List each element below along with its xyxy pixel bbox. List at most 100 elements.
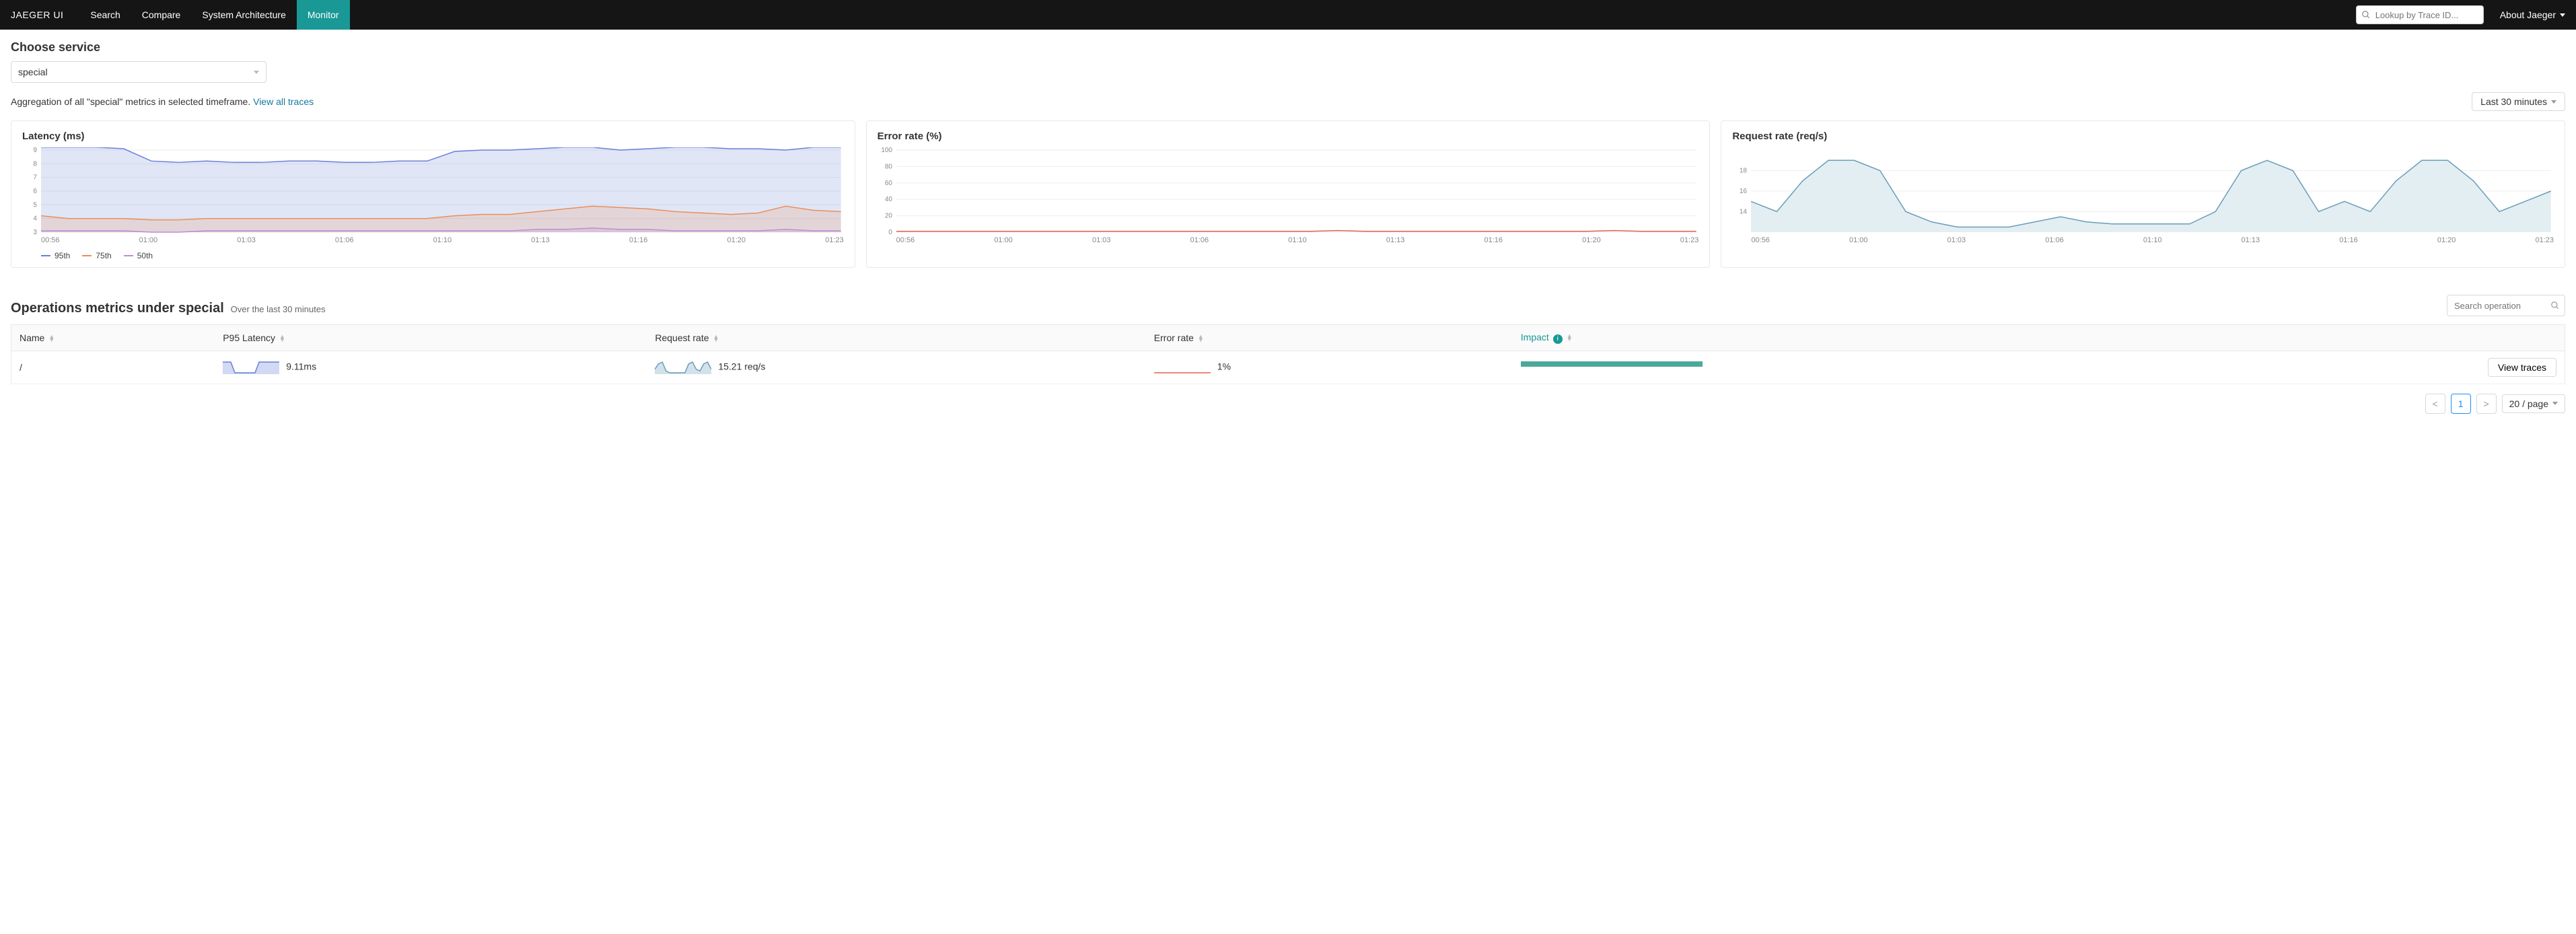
trace-lookup-input[interactable] — [2356, 5, 2484, 24]
svg-text:0: 0 — [888, 229, 892, 235]
x-tick: 01:20 — [1582, 236, 1601, 244]
req-cell: 15.21 req/s — [647, 351, 1145, 384]
service-select-value: special — [18, 67, 48, 77]
svg-text:60: 60 — [885, 180, 893, 187]
next-page-button[interactable]: > — [2476, 394, 2497, 414]
legend-swatch — [82, 255, 92, 256]
svg-text:6: 6 — [33, 188, 37, 195]
x-tick: 01:03 — [237, 236, 256, 244]
nav-item-search[interactable]: Search — [79, 0, 131, 30]
x-tick: 01:00 — [139, 236, 158, 244]
svg-text:14: 14 — [1740, 208, 1748, 215]
col-impact[interactable]: Impact i▲▼ — [1513, 325, 2565, 351]
x-tick: 01:06 — [1190, 236, 1209, 244]
x-tick: 01:23 — [825, 236, 844, 244]
service-select[interactable]: special — [11, 61, 266, 83]
x-tick: 00:56 — [41, 236, 60, 244]
choose-service-heading: Choose service — [11, 40, 2565, 55]
operation-search-input[interactable] — [2447, 295, 2565, 316]
p95-cell: 9.11ms — [215, 351, 647, 384]
x-tick: 00:56 — [896, 236, 915, 244]
svg-text:9: 9 — [33, 147, 37, 154]
p95-value: 9.11ms — [286, 361, 316, 371]
col-request-rate[interactable]: Request rate▲▼ — [647, 325, 1145, 351]
timeframe-label: Last 30 minutes — [2480, 96, 2547, 107]
col-name[interactable]: Name▲▼ — [11, 325, 215, 351]
svg-text:5: 5 — [33, 201, 37, 209]
op-name-cell: / — [11, 351, 215, 384]
svg-text:20: 20 — [885, 213, 893, 220]
x-tick: 01:16 — [629, 236, 648, 244]
x-tick: 00:56 — [1751, 236, 1770, 244]
x-tick: 01:03 — [1092, 236, 1111, 244]
request-chart-card: Request rate (req/s) 181614 00:5601:0001… — [1721, 120, 2565, 268]
legend-label: 95th — [55, 251, 70, 260]
about-menu[interactable]: About Jaeger — [2500, 9, 2565, 20]
aggregation-label: Aggregation of all "special" metrics in … — [11, 96, 253, 107]
x-tick: 01:03 — [1947, 236, 1966, 244]
impact-bar — [1521, 361, 1703, 367]
col-error-rate[interactable]: Error rate▲▼ — [1146, 325, 1513, 351]
svg-text:4: 4 — [33, 215, 37, 223]
error-chart-title: Error rate (%) — [878, 131, 1699, 142]
search-icon — [2361, 10, 2371, 20]
x-tick: 01:06 — [335, 236, 354, 244]
legend-swatch — [41, 255, 50, 256]
latency-chart: 9 8 7 6 5 4 3 — [22, 147, 844, 235]
svg-text:100: 100 — [881, 147, 892, 154]
nav-item-compare[interactable]: Compare — [131, 0, 192, 30]
x-tick: 01:23 — [1680, 236, 1699, 244]
legend-swatch — [124, 255, 133, 256]
error-chart-card: Error rate (%) 100806040200 00:5601:0001… — [866, 120, 1711, 268]
nav-item-system-architecture[interactable]: System Architecture — [191, 0, 297, 30]
operations-title: Operations metrics under special — [11, 301, 224, 316]
view-traces-button[interactable]: View traces — [2488, 358, 2556, 377]
svg-text:7: 7 — [33, 174, 37, 182]
timeframe-select[interactable]: Last 30 minutes — [2472, 92, 2565, 111]
x-tick: 01:10 — [2143, 236, 2162, 244]
x-tick: 01:20 — [727, 236, 746, 244]
page-1-button[interactable]: 1 — [2451, 394, 2471, 414]
x-tick: 01:13 — [1386, 236, 1405, 244]
search-icon — [2550, 301, 2560, 310]
chevron-down-icon — [254, 71, 259, 74]
trace-lookup — [2356, 5, 2484, 24]
x-tick: 01:23 — [2535, 236, 2554, 244]
x-tick: 01:10 — [433, 236, 452, 244]
svg-text:8: 8 — [33, 160, 37, 168]
x-tick: 01:20 — [2437, 236, 2456, 244]
x-tick: 01:06 — [2045, 236, 2064, 244]
x-tick: 01:10 — [1288, 236, 1307, 244]
page-size-select[interactable]: 20 / page — [2502, 394, 2565, 413]
chevron-down-icon — [2551, 100, 2556, 104]
svg-text:16: 16 — [1740, 188, 1748, 195]
view-all-traces-link[interactable]: View all traces — [253, 96, 314, 107]
svg-text:18: 18 — [1740, 168, 1748, 175]
chevron-down-icon — [2552, 402, 2558, 405]
err-cell: 1% — [1146, 351, 1513, 384]
svg-text:3: 3 — [33, 229, 37, 235]
nav-item-monitor[interactable]: Monitor — [297, 0, 350, 30]
req-value: 15.21 req/s — [718, 361, 765, 371]
err-value: 1% — [1217, 361, 1231, 371]
latency-legend: 95th 75th 50th — [22, 251, 844, 260]
x-tick: 01:00 — [1849, 236, 1868, 244]
svg-text:40: 40 — [885, 196, 893, 203]
legend-item-50th: 50th — [124, 251, 153, 260]
impact-cell: View traces — [1513, 351, 2565, 384]
latency-chart-title: Latency (ms) — [22, 131, 844, 142]
request-rate-chart: 18 16 14 — [1732, 147, 2554, 235]
x-tick: 01:16 — [1484, 236, 1503, 244]
operations-subtitle: Over the last 30 minutes — [231, 304, 326, 314]
legend-label: 50th — [137, 251, 153, 260]
table-row: / 9.11ms 15.21 req/s 1% View traces — [11, 351, 2565, 384]
x-tick: 01:16 — [2339, 236, 2358, 244]
page-size-label: 20 / page — [2509, 398, 2548, 409]
brand[interactable]: JAEGER UI — [11, 9, 63, 20]
col-p95-latency[interactable]: P95 Latency▲▼ — [215, 325, 647, 351]
error-rate-chart: 100806040200 — [878, 147, 1699, 235]
aggregation-text: Aggregation of all "special" metrics in … — [11, 96, 314, 107]
legend-label: 75th — [96, 251, 111, 260]
prev-page-button[interactable]: < — [2425, 394, 2445, 414]
x-tick: 01:13 — [531, 236, 550, 244]
